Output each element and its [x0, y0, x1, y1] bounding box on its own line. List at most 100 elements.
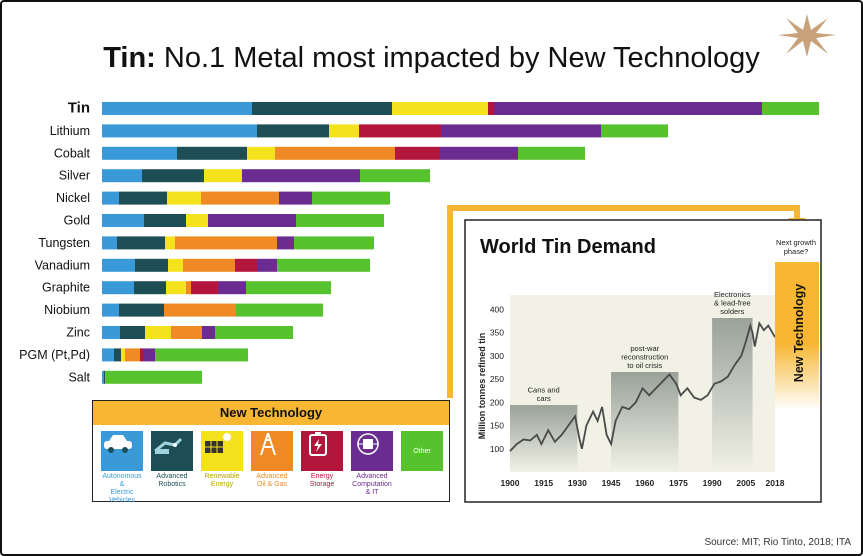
star-icon [778, 14, 836, 57]
y-tick-label: 250 [490, 374, 504, 384]
bar-segment [246, 281, 331, 295]
bar-segment [204, 169, 242, 183]
bar-segment [257, 258, 277, 272]
bar-segment [494, 102, 762, 115]
bar-segment [168, 258, 183, 272]
bar-label: Vanadium [35, 258, 90, 272]
bar-segment [296, 214, 384, 227]
bar-label: Lithium [50, 124, 90, 138]
bar-label: Zinc [66, 326, 90, 340]
legend-label: Advanced Robotics [156, 473, 188, 488]
era-annotation: solders [720, 307, 744, 316]
bar-segment [166, 281, 186, 295]
legend-label: Advanced Oil & Gas [256, 473, 288, 488]
era-annotation: Cans and [528, 386, 560, 395]
bar-segment [105, 370, 106, 384]
bar-segment [294, 236, 374, 250]
bar-segment [102, 258, 135, 272]
bar-segment [201, 191, 279, 205]
legend-item: Energy Storage [301, 431, 343, 489]
legend-swatch-label: Other [413, 447, 431, 455]
bar-segment [395, 146, 440, 160]
y-tick-label: 300 [490, 351, 504, 361]
bar-segment [218, 281, 246, 295]
bar-segment [171, 326, 202, 339]
x-tick-label: 1930 [568, 478, 587, 488]
legend-label: Renewable Energy [204, 473, 240, 488]
bar-segment [117, 236, 165, 250]
bar-segment [102, 124, 257, 138]
bar-segment [102, 370, 104, 384]
bar-segment [277, 258, 370, 272]
bar-label: Gold [64, 214, 90, 228]
bar-segment [601, 124, 668, 138]
bar-segment [102, 303, 119, 317]
bar-segment [143, 348, 155, 362]
legend-label: Energy Storage [309, 473, 335, 488]
bar-segment [102, 236, 117, 250]
bar-segment [235, 258, 257, 272]
solar-panel-icon [201, 431, 243, 471]
x-tick-label: 1990 [703, 478, 722, 488]
bar-segment [102, 169, 142, 183]
bar-segment [120, 326, 145, 339]
y-tick-label: 150 [490, 421, 504, 431]
bar-segment [257, 124, 329, 138]
legend-swatch: Other [401, 431, 443, 471]
legend-label: Advanced Computation & IT [352, 473, 392, 496]
bar-segment [135, 258, 168, 272]
demand-series-line [509, 320, 776, 452]
chip-icon [351, 431, 393, 471]
bar-segment [102, 281, 134, 295]
bar-segment [236, 303, 323, 317]
battery-icon [301, 431, 343, 471]
era-annotation: reconstruction [621, 353, 668, 362]
oil-rig-icon [251, 431, 293, 471]
bar-label: Tungsten [38, 236, 90, 250]
bar-segment [488, 102, 494, 115]
legend-item: Autonomous & Electric Vehicles [101, 431, 143, 505]
y-tick-label: 200 [490, 397, 504, 407]
y-tick-label: 100 [490, 444, 504, 454]
era-band [611, 372, 679, 472]
legend-label: Autonomous & Electric Vehicles [102, 473, 142, 504]
bar-label: Tin [68, 100, 90, 117]
bar-label: Nickel [56, 191, 90, 205]
bar-segment [134, 281, 166, 295]
car-icon [101, 431, 143, 471]
bar-label: Salt [68, 370, 90, 384]
x-tick-label: 1975 [669, 478, 688, 488]
bar-segment [106, 370, 202, 384]
bar-label: Graphite [42, 281, 90, 295]
bar-segment [392, 102, 488, 115]
bar-segment [102, 102, 252, 115]
bar-segment [242, 169, 360, 183]
bar-segment [140, 348, 143, 362]
x-tick-label: 1915 [534, 478, 553, 488]
growth-label: New Technology [792, 284, 806, 382]
bar-label: Cobalt [54, 146, 91, 160]
bar-segment [102, 146, 177, 160]
y-tick-label: 400 [490, 304, 504, 314]
era-annotation: & lead-free [714, 299, 751, 308]
legend-item: Advanced Computation & IT [351, 431, 393, 497]
bar-segment [165, 236, 175, 250]
bar-segment [183, 258, 235, 272]
bar-segment [119, 191, 167, 205]
x-tick-label: 1945 [602, 478, 621, 488]
era-annotation: post-war [630, 344, 659, 353]
bar-segment [359, 124, 441, 138]
bar-segment [202, 326, 215, 339]
era-annotation: cars [537, 394, 551, 403]
bar-segment [275, 146, 395, 160]
bar-segment [252, 102, 392, 115]
bar-label: Niobium [44, 303, 90, 317]
bar-segment [518, 146, 585, 160]
legend-item: Renewable Energy [201, 431, 243, 489]
x-tick-label: 1900 [501, 478, 520, 488]
bar-segment [175, 236, 277, 250]
title-rest: No.1 Metal most impacted by New Technolo… [155, 42, 760, 74]
x-tick-label: 2005 [736, 478, 755, 488]
bar-segment [121, 348, 125, 362]
